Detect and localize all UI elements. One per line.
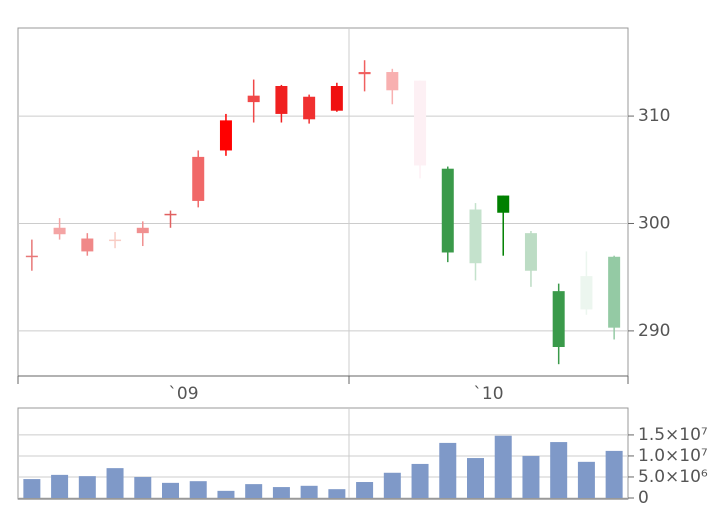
candle-body: [81, 238, 94, 252]
volume-bar: [106, 468, 124, 498]
volume-bar: [162, 482, 179, 498]
volume-bar: [577, 461, 595, 498]
candle-body: [164, 213, 177, 216]
candle-body: [608, 256, 621, 328]
y-tick-label: 300: [638, 213, 670, 233]
volume-bar: [356, 482, 374, 498]
y-tick-label: 1.5×10⁷: [638, 425, 708, 445]
y-tick-label: 290: [638, 321, 670, 341]
candle-body: [441, 168, 454, 253]
volume-bar: [51, 474, 69, 498]
y-tick-label: 5.0×10⁶: [638, 467, 708, 487]
volume-bar: [605, 450, 623, 498]
volume-bar: [411, 463, 429, 498]
volume-bar: [550, 442, 568, 498]
volume-bar: [439, 442, 457, 498]
candle-body: [53, 227, 66, 235]
candle-body: [303, 96, 316, 120]
candle-body: [247, 95, 260, 103]
candle-body: [192, 156, 205, 201]
candle-body: [275, 86, 288, 114]
volume-bar: [300, 485, 318, 498]
volume-bar: [522, 455, 540, 498]
y-tick-label: 1.0×10⁷: [638, 446, 708, 466]
volume-bar: [78, 476, 96, 498]
volume-bar: [272, 487, 290, 498]
candle-body: [358, 72, 371, 75]
volume-bar: [189, 481, 207, 498]
volume-bar: [245, 484, 263, 498]
candle-body: [552, 291, 565, 347]
candle-body: [469, 209, 482, 264]
volume-bar: [494, 435, 512, 498]
candle-body: [524, 233, 537, 271]
candle-body: [414, 80, 427, 166]
candle-body: [109, 239, 122, 242]
volume-bar: [467, 458, 484, 498]
candle-body: [219, 120, 232, 151]
volume-bar: [134, 476, 152, 498]
volume-bar: [23, 479, 41, 498]
candle-body: [136, 227, 149, 234]
candle-body: [497, 195, 510, 213]
candle-body: [386, 72, 399, 91]
volume-bar: [328, 489, 346, 498]
candle-body: [580, 276, 593, 310]
volume-bar: [217, 490, 235, 498]
candle-body: [330, 86, 343, 111]
x-tick-label: `09: [168, 384, 198, 404]
price-frame: [17, 27, 629, 377]
candle-body: [25, 255, 38, 258]
y-tick-label: 310: [638, 106, 670, 126]
y-tick-label: 0: [638, 488, 649, 508]
volume-bar: [383, 472, 401, 498]
x-tick-label: `10: [473, 384, 503, 404]
